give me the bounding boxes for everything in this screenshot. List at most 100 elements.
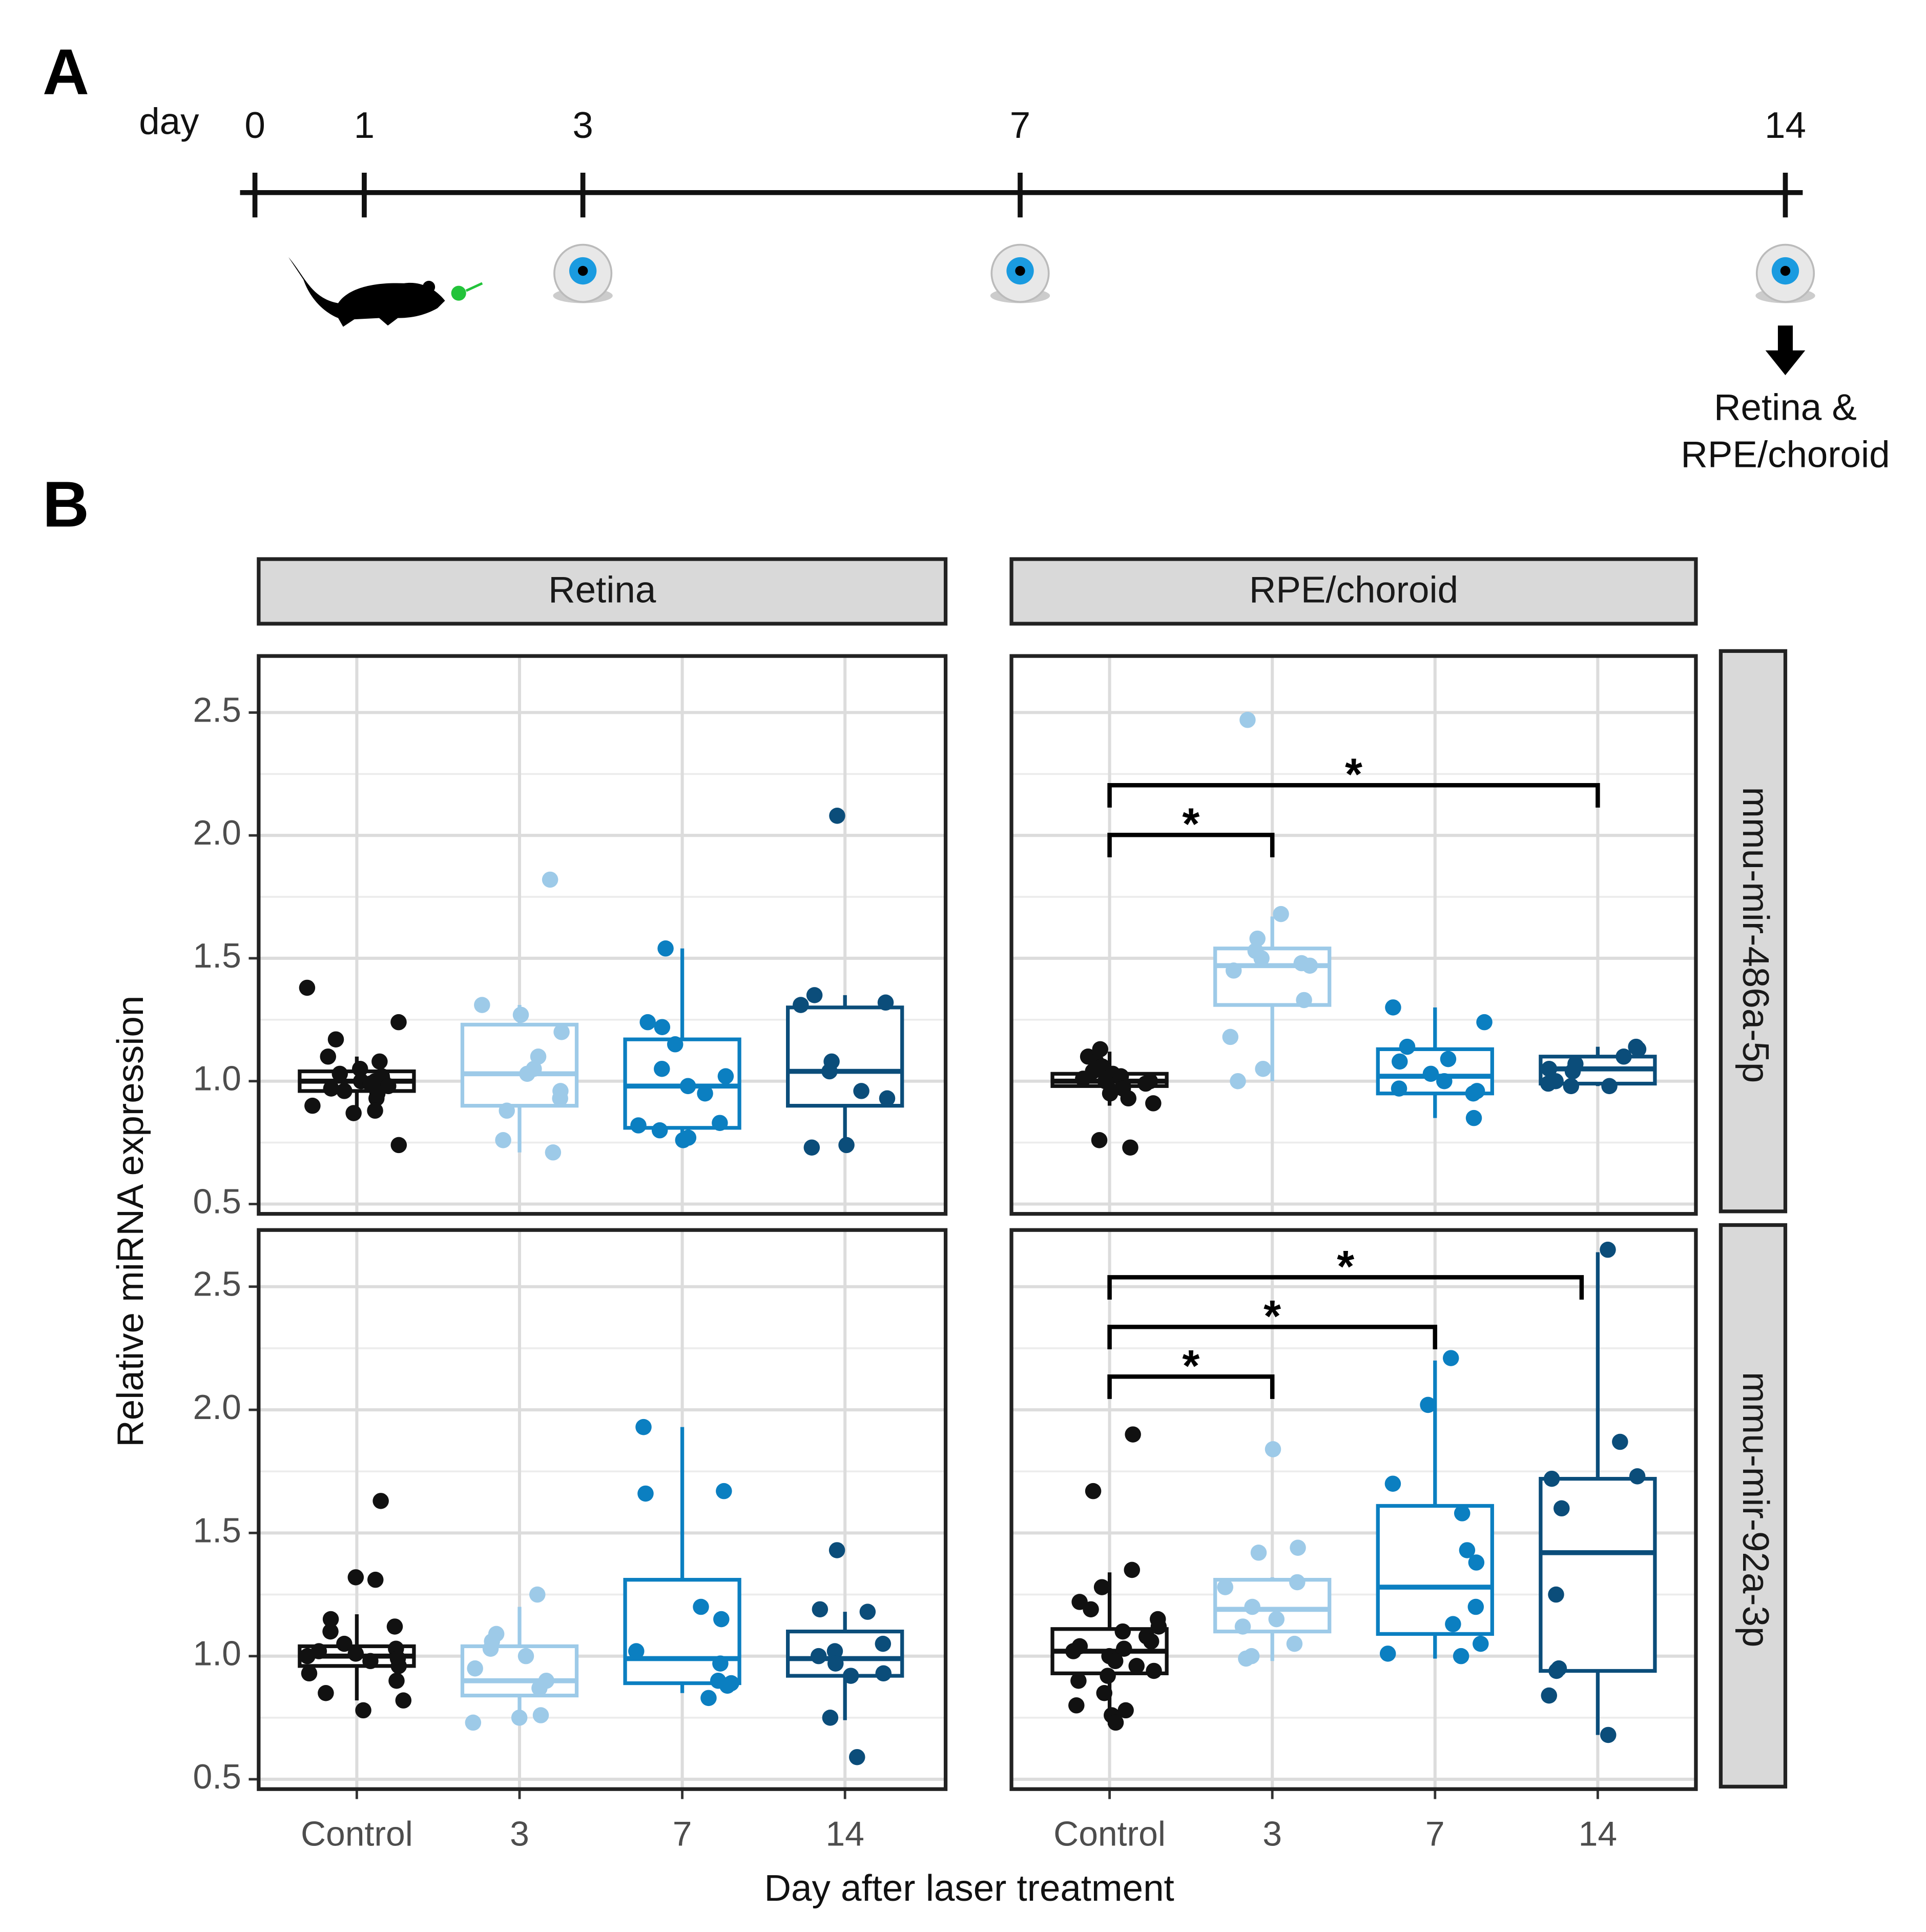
significance-bracket xyxy=(1107,783,1600,808)
data-point xyxy=(639,1014,656,1031)
data-point xyxy=(1286,1635,1303,1652)
y-tick-label: 0.5 xyxy=(193,1758,241,1796)
data-point xyxy=(667,1036,684,1053)
data-point xyxy=(1083,1601,1099,1618)
data-point xyxy=(712,1655,729,1672)
data-point xyxy=(304,1097,321,1114)
y-tick-label: 2.5 xyxy=(193,1265,241,1304)
data-point xyxy=(700,1690,717,1707)
data-point xyxy=(530,1049,547,1065)
eye-pupil xyxy=(1015,265,1025,276)
note-text: RPE/choroid xyxy=(1681,434,1890,475)
timeline-tick-label: 14 xyxy=(1765,105,1806,146)
data-point xyxy=(812,1601,829,1618)
data-point xyxy=(1467,1598,1484,1615)
data-point xyxy=(532,1707,549,1723)
data-point xyxy=(637,1485,654,1502)
data-point xyxy=(336,1083,353,1099)
mouse-icon xyxy=(288,257,483,327)
data-point xyxy=(827,1655,844,1672)
data-point xyxy=(713,1611,730,1628)
eye-icon xyxy=(990,243,1050,303)
x-tick-label: 14 xyxy=(1579,1815,1618,1853)
data-point xyxy=(1070,1672,1087,1689)
data-point xyxy=(1290,1539,1306,1556)
data-point xyxy=(552,1090,568,1107)
data-point xyxy=(1100,1668,1116,1684)
significance-bracket xyxy=(1107,832,1275,857)
data-point xyxy=(877,994,894,1011)
data-point xyxy=(368,1090,385,1107)
data-point xyxy=(1564,1063,1581,1080)
data-point xyxy=(1600,1241,1616,1258)
x-tick-label: 14 xyxy=(825,1815,864,1853)
data-point xyxy=(1600,1727,1617,1743)
data-point xyxy=(1124,1561,1141,1578)
data-point xyxy=(879,1090,896,1107)
facet-panel: 0.5 1.0 1.5 2.0 2.5 xyxy=(193,654,948,1221)
data-point xyxy=(519,1065,535,1082)
data-point xyxy=(390,1658,407,1674)
data-point xyxy=(318,1684,334,1701)
data-point xyxy=(657,940,674,957)
strip-label: Retina xyxy=(548,569,656,611)
panel-background xyxy=(258,1230,946,1790)
timeline-tick-label: 1 xyxy=(354,105,375,146)
data-point xyxy=(875,1665,892,1682)
data-point xyxy=(693,1598,709,1615)
data-point xyxy=(793,997,809,1013)
data-point xyxy=(322,1623,339,1640)
strip-label: mmu-mir-92a-3p xyxy=(1735,1372,1776,1647)
data-point xyxy=(1065,1643,1082,1659)
data-point xyxy=(1543,1470,1560,1487)
x-tick-label: Control xyxy=(301,1815,413,1853)
data-point xyxy=(859,1604,876,1620)
y-tick-label: 2.0 xyxy=(193,1388,241,1427)
x-tick-label: Control xyxy=(1053,1815,1166,1853)
data-point xyxy=(371,1053,388,1070)
data-point xyxy=(1554,1500,1570,1517)
data-point xyxy=(719,1677,736,1694)
y-tick-label: 0.5 xyxy=(193,1182,241,1221)
significance-bracket xyxy=(1107,1374,1275,1399)
data-point xyxy=(1473,1635,1489,1652)
data-point xyxy=(511,1710,528,1726)
timeline-tick-label: 0 xyxy=(244,105,265,146)
data-point xyxy=(512,1006,529,1023)
data-point xyxy=(848,1749,865,1765)
y-tick-label: 1.0 xyxy=(193,1060,241,1098)
data-point xyxy=(1459,1542,1476,1558)
data-point xyxy=(467,1660,483,1677)
data-point xyxy=(517,1648,534,1664)
eye-pupil xyxy=(1780,265,1791,276)
data-point xyxy=(1541,1060,1558,1077)
data-point xyxy=(499,1102,515,1119)
data-point xyxy=(1222,1029,1239,1045)
data-point xyxy=(336,1635,353,1652)
data-point xyxy=(1436,1073,1453,1090)
y-tick-label: 1.5 xyxy=(193,1511,241,1550)
data-point xyxy=(1273,906,1289,922)
data-point xyxy=(367,1571,384,1588)
significance-label: * xyxy=(1337,1242,1354,1291)
data-point xyxy=(1385,999,1401,1016)
data-point xyxy=(1145,1095,1162,1112)
timeline-label: day xyxy=(139,101,199,142)
data-point xyxy=(372,1493,389,1509)
panel-border xyxy=(257,654,948,1216)
facet-panel: ** xyxy=(1009,654,1698,1216)
y-axis-title: Relative miRNA expression xyxy=(110,996,151,1447)
data-point xyxy=(351,1060,368,1077)
data-point xyxy=(1601,1078,1618,1095)
significance-label: * xyxy=(1264,1291,1281,1341)
data-point xyxy=(717,1068,734,1084)
data-point xyxy=(679,1078,696,1095)
panel-background xyxy=(1011,656,1696,1214)
data-point xyxy=(829,1542,845,1558)
data-point xyxy=(542,871,558,888)
data-point xyxy=(1289,1574,1306,1591)
data-point xyxy=(675,1132,692,1148)
eye-icon xyxy=(553,243,613,303)
data-point xyxy=(299,979,316,996)
